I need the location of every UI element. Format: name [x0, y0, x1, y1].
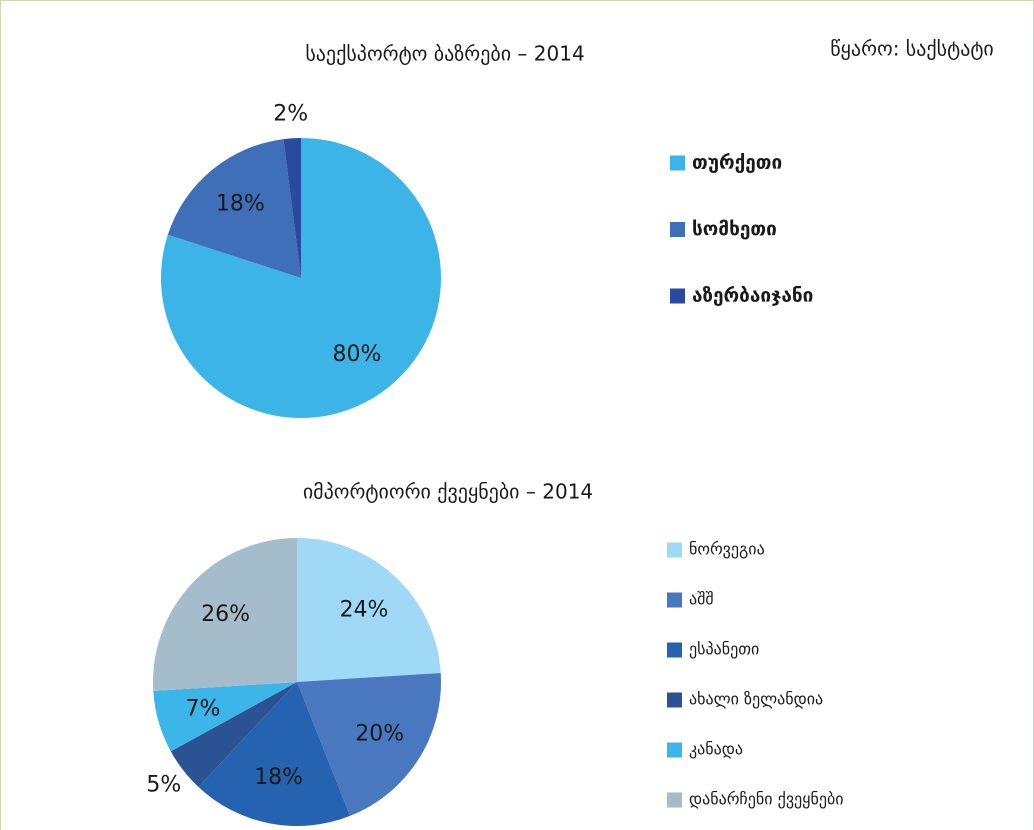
legend-swatch — [667, 642, 682, 658]
pie-slice — [283, 138, 301, 278]
legend-swatch — [667, 792, 682, 808]
source: წყარო: საქსტატი — [830, 37, 994, 61]
data-label: 20% — [355, 721, 404, 746]
legend-label: თურქეთი — [692, 152, 782, 174]
legend-label: დანარჩენი ქვეყნები — [689, 790, 844, 809]
pie-slice — [297, 538, 441, 682]
pie-slice — [198, 682, 351, 826]
data-label: 80% — [333, 342, 382, 367]
legend-label: ნორვეგია — [689, 540, 765, 559]
pie-slice — [153, 682, 297, 752]
chart-title: იმპორტიორი ქვეყნები – 2014 — [303, 480, 593, 504]
legend-swatch — [670, 288, 685, 304]
data-label: 5% — [146, 772, 181, 797]
legend-swatch — [667, 742, 682, 758]
legend-swatch — [667, 542, 682, 558]
data-label: 7% — [186, 696, 221, 721]
pie-slice — [167, 139, 301, 278]
data-label: 24% — [340, 598, 389, 623]
legend-label: ესპანეთი — [689, 640, 759, 659]
legend-swatch — [667, 592, 682, 608]
pie-slice — [297, 672, 442, 816]
data-label: 2% — [273, 102, 308, 127]
legend-label: სომხეთი — [692, 218, 777, 240]
legend-swatch — [670, 222, 685, 237]
data-label: 26% — [201, 602, 250, 627]
chart-title: საექსპორტო ბაზრები – 2014 — [305, 42, 584, 66]
pie-slice — [170, 682, 297, 787]
data-label: 18% — [254, 765, 303, 790]
pie-slice — [153, 538, 297, 692]
legend-label: აშშ — [689, 590, 714, 609]
legend-label: ახალი ზელანდია — [689, 690, 823, 709]
legend-swatch — [667, 692, 682, 708]
data-label: 18% — [216, 192, 265, 217]
legend-swatch — [670, 155, 685, 171]
legend-label: კანადა — [689, 740, 743, 759]
legend-label: აზერბაიჯანი — [692, 285, 813, 307]
